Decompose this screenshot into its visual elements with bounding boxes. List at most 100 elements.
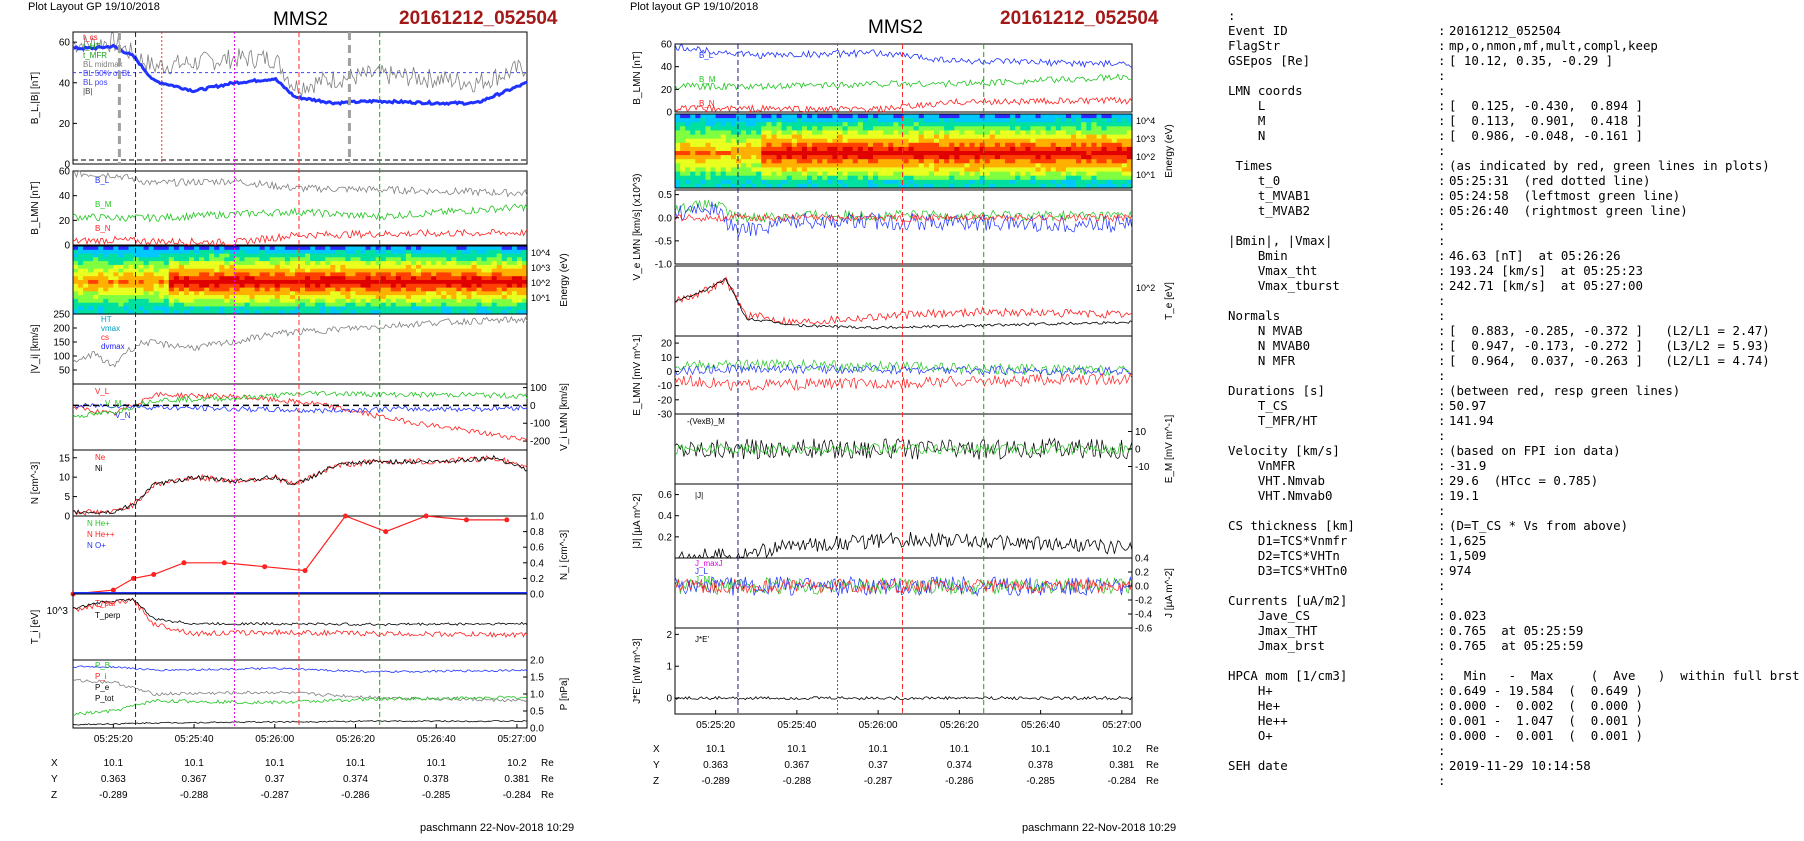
spectrogram-cell	[1035, 118, 1042, 123]
spectrogram-cell	[295, 249, 301, 255]
spectrogram-cell	[305, 246, 311, 251]
spectrogram-cell	[446, 268, 452, 274]
spectrogram-cell	[725, 175, 732, 181]
spectrogram-cell	[214, 257, 220, 262]
spectrogram-cell	[320, 291, 326, 296]
spectrogram-cell	[862, 167, 869, 173]
spectrogram-cell	[284, 253, 291, 258]
spectrogram-cell	[832, 163, 839, 168]
spectrogram-cell	[893, 114, 899, 119]
spectrogram-cell	[1025, 134, 1032, 140]
spectrogram-cell	[817, 118, 823, 123]
spectrogram-cell	[898, 171, 905, 177]
spectrogram-cell	[1015, 159, 1021, 164]
spectrogram-cell	[204, 246, 210, 251]
spectrogram-cell	[1030, 126, 1037, 131]
spectrogram-cell	[725, 171, 732, 177]
spectrogram-cell	[400, 306, 407, 311]
spectrogram-cell	[491, 268, 498, 274]
spectrogram-cell	[522, 280, 528, 285]
spectrogram-cell	[98, 249, 104, 255]
spectrogram-cell	[807, 126, 813, 131]
spectrogram-cell	[852, 183, 859, 189]
spectrogram-cell	[209, 302, 215, 308]
spectrogram-cell	[295, 246, 301, 251]
left-time-tick: 05:26:40	[417, 734, 456, 745]
spectrogram-cell	[888, 159, 894, 164]
spectrogram-cell	[837, 179, 844, 185]
spectrogram-cell	[330, 310, 336, 315]
spectrogram-cell	[103, 291, 109, 296]
spectrogram-cell	[214, 306, 220, 311]
spectrogram-cell	[315, 280, 321, 285]
spectrogram-cell	[903, 183, 910, 189]
spectrogram-cell	[898, 151, 905, 156]
spectrogram-cell	[898, 155, 905, 160]
info-row: D1=TCS*Vnmfr:1,625	[1228, 533, 1798, 548]
spectrogram-cell	[847, 179, 854, 185]
spectrogram-cell	[984, 179, 991, 185]
spectrogram-cell	[173, 253, 180, 258]
spectrogram-cell	[325, 306, 331, 311]
legend-entry: HT	[101, 315, 112, 324]
spectrogram-cell	[385, 249, 392, 255]
spectrogram-cell	[350, 264, 356, 270]
spectrogram-cell	[939, 146, 945, 152]
spectrogram-cell	[1116, 167, 1123, 173]
spectrogram-cell	[224, 280, 230, 285]
spectrogram-cell	[335, 249, 341, 255]
spectrogram-cell	[254, 287, 261, 292]
spectrogram-cell	[300, 280, 306, 285]
spectrogram-cell	[436, 298, 442, 304]
spectrogram-cell	[1025, 142, 1032, 148]
spectrogram-cell	[249, 291, 256, 296]
spectrogram-cell	[219, 306, 225, 311]
spectrogram-cell	[959, 163, 966, 168]
spectrogram-cell	[700, 122, 707, 127]
spectrogram-cell	[771, 114, 778, 119]
spectrogram-cell	[1111, 159, 1118, 164]
spectrogram-cell	[279, 246, 286, 251]
series-JL-line	[674, 575, 1133, 597]
spectrogram-cell	[133, 291, 140, 296]
spectrogram-cell	[837, 134, 844, 140]
spectrogram-cell	[1015, 122, 1021, 127]
spectrogram-cell	[380, 283, 387, 289]
spectrogram-cell	[1111, 175, 1118, 181]
info-colon: :	[1438, 98, 1446, 113]
spectrogram-cell	[730, 142, 737, 148]
spectrogram-cell	[441, 268, 447, 274]
spectrogram-cell	[209, 246, 215, 251]
spectrogram-cell	[153, 253, 160, 258]
spectrogram-cell	[522, 272, 528, 277]
left-spacecraft-title: MMS2	[273, 9, 328, 30]
spectrogram-cell	[315, 302, 321, 308]
spectrogram-cell	[471, 268, 478, 274]
spectrogram-cell	[123, 306, 129, 311]
spectrogram-cell	[380, 276, 387, 281]
spectrogram-cell	[680, 167, 686, 173]
spectrogram-cell	[1010, 142, 1016, 148]
spectrogram-cell	[491, 298, 498, 304]
spectrogram-cell	[178, 276, 185, 281]
spectrogram-cell	[1045, 171, 1052, 177]
spectrogram-cell	[791, 118, 798, 123]
spectrogram-cell	[340, 310, 346, 315]
spectrogram-cell	[989, 179, 996, 185]
spectrogram-cell	[1096, 167, 1103, 173]
spectrogram-cell	[1076, 175, 1082, 181]
spectrogram-cell	[173, 295, 180, 300]
spectrogram-cell	[1035, 142, 1042, 148]
spectrogram-cell	[944, 175, 950, 181]
spectrogram-cell	[710, 126, 717, 131]
spectrogram-cell	[1101, 118, 1108, 123]
spectrogram-cell	[441, 253, 447, 258]
y-tick-label: 10^3	[47, 606, 69, 617]
info-label: VnMFR	[1228, 458, 1296, 473]
spectrogram-cell	[989, 138, 996, 144]
spectrogram-cell	[163, 291, 170, 296]
spectrogram-cell	[385, 268, 392, 274]
spectrogram-cell	[486, 310, 493, 315]
spectrogram-cell	[511, 310, 518, 315]
